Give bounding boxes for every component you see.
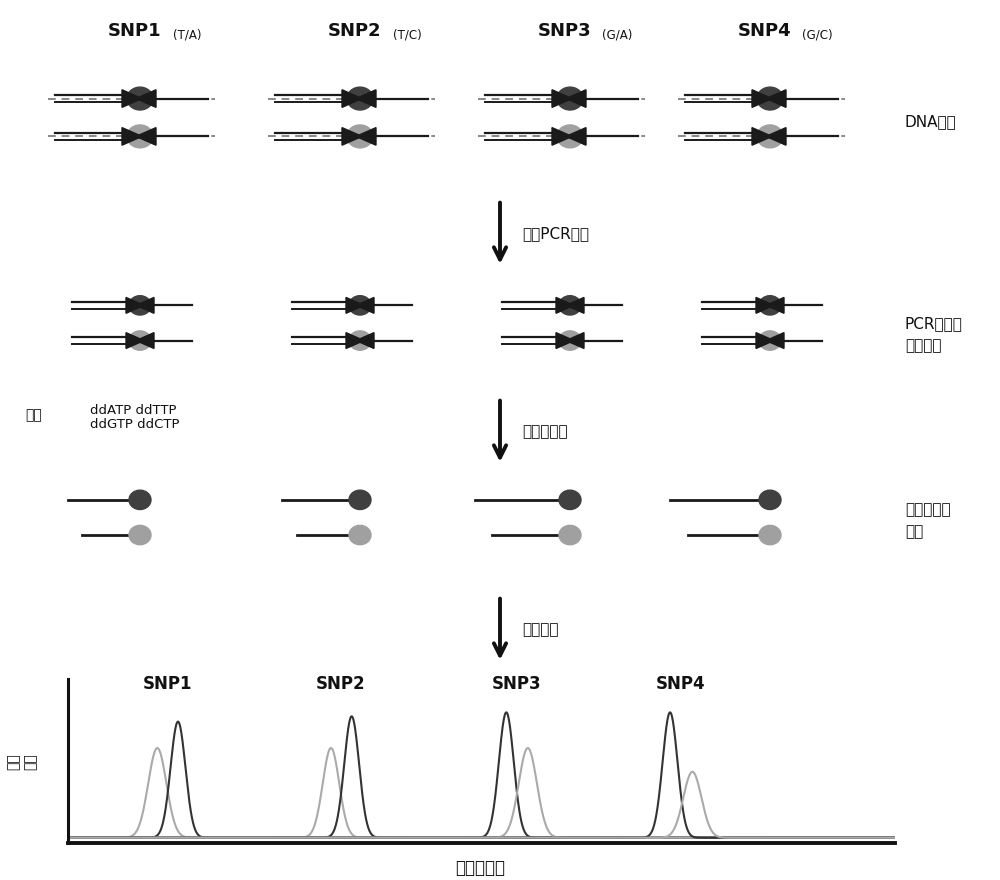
Circle shape (129, 490, 151, 510)
Text: DNA模板: DNA模板 (905, 114, 957, 129)
Text: 多重PCR扩增: 多重PCR扩增 (522, 225, 589, 241)
Circle shape (759, 525, 781, 545)
Text: SNP1: SNP1 (142, 675, 192, 693)
Circle shape (557, 125, 583, 148)
Circle shape (559, 296, 581, 315)
Polygon shape (136, 333, 154, 348)
Polygon shape (356, 297, 374, 313)
Circle shape (349, 490, 371, 510)
Circle shape (759, 331, 781, 350)
Polygon shape (752, 90, 772, 107)
Circle shape (559, 525, 581, 545)
Polygon shape (136, 128, 156, 145)
Polygon shape (346, 333, 364, 348)
Circle shape (559, 331, 581, 350)
Polygon shape (566, 297, 584, 313)
Polygon shape (356, 90, 376, 107)
Circle shape (559, 490, 581, 510)
Polygon shape (766, 90, 786, 107)
Polygon shape (766, 128, 786, 145)
Polygon shape (126, 297, 144, 313)
Text: 胶电泳位置: 胶电泳位置 (455, 859, 505, 876)
Circle shape (129, 525, 151, 545)
Circle shape (759, 490, 781, 510)
Polygon shape (356, 333, 374, 348)
Polygon shape (342, 90, 362, 107)
Circle shape (757, 87, 783, 110)
Text: 单碌基延伸: 单碌基延伸 (522, 423, 568, 439)
Circle shape (349, 296, 371, 315)
Polygon shape (552, 128, 572, 145)
Circle shape (557, 87, 583, 110)
Polygon shape (136, 90, 156, 107)
Polygon shape (756, 297, 774, 313)
Text: SNP1: SNP1 (108, 22, 162, 40)
Text: ddATP ddTTP: ddATP ddTTP (90, 404, 176, 416)
Text: 单碱基延伸
产物: 单碱基延伸 产物 (905, 502, 951, 539)
Polygon shape (766, 333, 784, 348)
Text: (G/A): (G/A) (602, 29, 632, 41)
Text: SNP3: SNP3 (492, 675, 542, 693)
Text: PCR产物及
延伸引物: PCR产物及 延伸引物 (905, 316, 963, 353)
Text: (T/A): (T/A) (173, 29, 201, 41)
Polygon shape (356, 128, 376, 145)
Polygon shape (566, 128, 586, 145)
Polygon shape (126, 333, 144, 348)
Text: SNP3: SNP3 (538, 22, 592, 40)
Text: SNP4: SNP4 (656, 675, 706, 693)
Circle shape (349, 331, 371, 350)
Polygon shape (752, 128, 772, 145)
Circle shape (757, 125, 783, 148)
Polygon shape (766, 297, 784, 313)
Polygon shape (566, 333, 584, 348)
Polygon shape (346, 297, 364, 313)
Text: 加入: 加入 (25, 408, 42, 422)
Circle shape (347, 87, 373, 110)
Text: 峰面
高度: 峰面 高度 (7, 752, 37, 770)
Polygon shape (552, 90, 572, 107)
Circle shape (127, 87, 153, 110)
Circle shape (349, 525, 371, 545)
Polygon shape (342, 128, 362, 145)
Circle shape (347, 125, 373, 148)
Circle shape (129, 296, 151, 315)
Polygon shape (122, 128, 142, 145)
Text: (G/C): (G/C) (802, 29, 832, 41)
Circle shape (127, 125, 153, 148)
Text: 电泳分离: 电泳分离 (522, 621, 558, 637)
Polygon shape (136, 297, 154, 313)
Text: ddGTP ddCTP: ddGTP ddCTP (90, 418, 180, 430)
Text: SNP2: SNP2 (328, 22, 382, 40)
Text: (T/C): (T/C) (393, 29, 421, 41)
Polygon shape (556, 297, 574, 313)
Polygon shape (122, 90, 142, 107)
Polygon shape (556, 333, 574, 348)
Text: SNP2: SNP2 (316, 675, 366, 693)
Polygon shape (566, 90, 586, 107)
Circle shape (129, 331, 151, 350)
Text: SNP4: SNP4 (738, 22, 792, 40)
Circle shape (759, 296, 781, 315)
Polygon shape (756, 333, 774, 348)
